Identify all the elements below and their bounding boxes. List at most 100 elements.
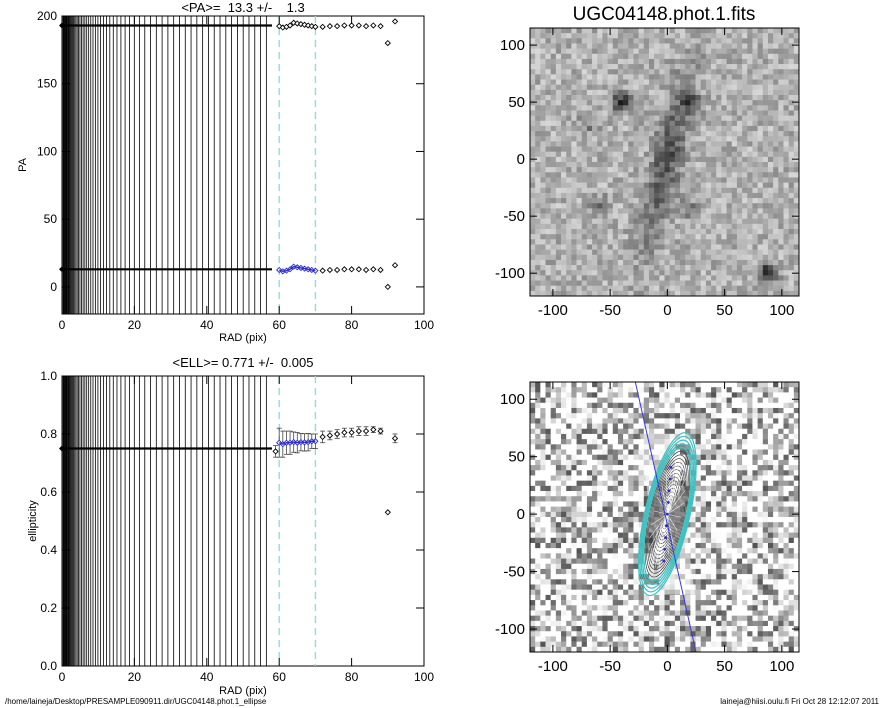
image-pixel <box>633 433 639 440</box>
image-pixel <box>586 100 593 106</box>
image-pixel <box>617 28 624 34</box>
image-pixel <box>540 470 546 476</box>
image-pixel <box>602 563 608 570</box>
image-pixel <box>674 270 681 276</box>
image-pixel <box>778 444 784 450</box>
image-pixel <box>736 532 743 539</box>
image-pixel <box>612 537 619 544</box>
image-pixel <box>540 553 546 559</box>
image-pixel <box>550 423 557 430</box>
image-pixel <box>736 187 743 194</box>
image-pixel <box>566 187 572 194</box>
image-pixel <box>705 485 712 492</box>
image-pixel <box>669 162 676 168</box>
image-pixel <box>602 402 608 409</box>
image-pixel <box>711 74 717 80</box>
image-pixel <box>638 511 645 518</box>
image-pixel <box>716 542 722 549</box>
image-pixel <box>592 120 598 127</box>
image-pixel <box>752 48 758 55</box>
image-pixel <box>623 223 629 230</box>
image-pixel <box>664 198 670 204</box>
image-pixel <box>623 182 629 189</box>
image-pixel <box>700 532 707 539</box>
image-pixel <box>742 537 748 544</box>
image-pixel <box>607 84 614 91</box>
image-pixel <box>685 213 691 219</box>
image-pixel <box>726 506 733 513</box>
image-pixel <box>680 203 686 209</box>
image-pixel <box>695 485 702 492</box>
image-pixel <box>648 218 655 225</box>
image-pixel <box>773 115 779 122</box>
image-pixel <box>633 182 639 189</box>
image-pixel <box>576 470 583 476</box>
image-pixel <box>742 146 748 152</box>
image-pixel <box>674 84 681 91</box>
image-pixel <box>762 553 769 559</box>
image-pixel <box>716 459 722 466</box>
image-pixel <box>597 162 603 168</box>
image-pixel <box>747 69 753 75</box>
image-pixel <box>757 480 764 487</box>
image-pixel <box>617 203 624 209</box>
image-pixel <box>638 38 645 44</box>
image-pixel <box>680 496 686 502</box>
image-pixel <box>695 69 702 75</box>
image-pixel <box>654 43 660 49</box>
image-pixel <box>550 428 557 435</box>
image-pixel <box>705 53 712 60</box>
image-pixel <box>576 428 583 435</box>
image-pixel <box>762 229 769 235</box>
image-pixel <box>633 459 639 466</box>
image-pixel <box>752 151 758 158</box>
image-pixel <box>747 527 753 533</box>
image-pixel <box>695 89 702 96</box>
image-pixel <box>617 131 624 137</box>
image-pixel <box>581 522 588 528</box>
image-pixel <box>623 480 629 487</box>
image-pixel <box>545 485 551 492</box>
image-pixel <box>731 491 738 497</box>
image-pixel <box>778 110 784 116</box>
image-pixel <box>695 407 702 414</box>
image-pixel <box>716 423 722 430</box>
image-pixel <box>793 74 800 80</box>
image-pixel <box>633 110 639 116</box>
image-pixel <box>638 397 645 404</box>
image-pixel <box>726 517 733 523</box>
image-pixel <box>705 563 712 570</box>
image-pixel <box>561 48 567 55</box>
image-pixel <box>685 95 691 101</box>
image-pixel <box>607 146 614 152</box>
image-pixel <box>778 558 784 565</box>
image-pixel <box>597 192 603 199</box>
image-pixel <box>747 475 753 481</box>
image-pixel <box>680 187 686 194</box>
image-pixel <box>767 187 774 194</box>
image-pixel <box>757 167 764 173</box>
image-pixel <box>736 167 743 173</box>
image-pixel <box>721 270 727 276</box>
image-pixel <box>793 392 800 398</box>
image-pixel <box>623 254 629 261</box>
image-pixel <box>648 407 655 414</box>
image-pixel <box>762 84 769 91</box>
image-pixel <box>752 397 758 404</box>
image-pixel <box>638 64 645 70</box>
image-pixel <box>705 413 712 419</box>
image-pixel <box>581 563 588 570</box>
image-pixel <box>747 187 753 194</box>
image-pixel <box>736 223 743 230</box>
image-pixel <box>617 418 624 424</box>
image-pixel <box>721 110 727 116</box>
image-pixel <box>659 413 665 419</box>
image-pixel <box>685 532 691 539</box>
image-pixel <box>762 485 769 492</box>
image-pixel <box>617 558 624 565</box>
image-pixel <box>633 537 639 544</box>
image-pixel <box>555 506 562 513</box>
image-pixel <box>592 208 598 214</box>
image-pixel <box>540 459 546 466</box>
